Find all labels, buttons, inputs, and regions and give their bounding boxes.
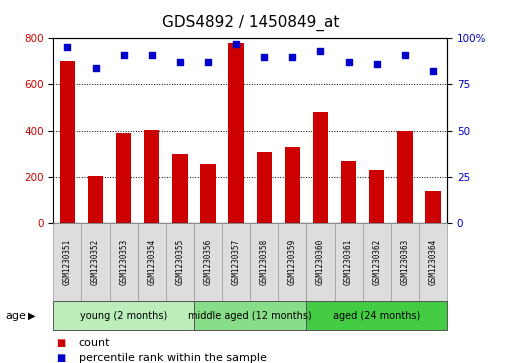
Point xyxy=(119,52,128,58)
Text: middle aged (12 months): middle aged (12 months) xyxy=(188,311,312,321)
Text: percentile rank within the sample: percentile rank within the sample xyxy=(79,352,267,363)
Text: GSM1230363: GSM1230363 xyxy=(400,239,409,285)
Bar xyxy=(222,223,250,301)
Point xyxy=(260,54,268,60)
Text: GSM1230356: GSM1230356 xyxy=(204,239,212,285)
Bar xyxy=(313,112,328,223)
Bar xyxy=(284,147,300,223)
Point xyxy=(148,52,156,58)
Bar xyxy=(341,161,356,223)
Bar xyxy=(419,223,447,301)
Bar xyxy=(53,223,81,301)
Text: young (2 months): young (2 months) xyxy=(80,311,167,321)
Bar xyxy=(229,43,244,223)
Bar xyxy=(200,164,216,223)
Text: GSM1230360: GSM1230360 xyxy=(316,239,325,285)
Text: GDS4892 / 1450849_at: GDS4892 / 1450849_at xyxy=(162,15,339,31)
Point xyxy=(64,44,72,50)
Bar xyxy=(81,223,110,301)
Text: age: age xyxy=(5,311,26,321)
Bar xyxy=(257,151,272,223)
Point xyxy=(176,59,184,65)
Bar xyxy=(138,223,166,301)
Text: ■: ■ xyxy=(56,338,66,348)
Text: GSM1230357: GSM1230357 xyxy=(232,239,241,285)
Point xyxy=(344,59,353,65)
Bar xyxy=(391,223,419,301)
Text: GSM1230361: GSM1230361 xyxy=(344,239,353,285)
Bar xyxy=(250,223,278,301)
Text: ■: ■ xyxy=(56,352,66,363)
Text: GSM1230359: GSM1230359 xyxy=(288,239,297,285)
Point xyxy=(401,52,409,58)
Bar xyxy=(144,130,160,223)
Point xyxy=(232,41,240,46)
Bar xyxy=(172,154,187,223)
Text: GSM1230362: GSM1230362 xyxy=(372,239,381,285)
Bar xyxy=(335,223,363,301)
Text: ▶: ▶ xyxy=(28,311,36,321)
Bar xyxy=(363,223,391,301)
Text: GSM1230364: GSM1230364 xyxy=(428,239,437,285)
Point xyxy=(91,65,100,71)
Bar xyxy=(306,223,335,301)
Bar xyxy=(110,223,138,301)
Bar xyxy=(53,301,194,330)
Bar xyxy=(306,301,447,330)
Text: GSM1230354: GSM1230354 xyxy=(147,239,156,285)
Point xyxy=(429,69,437,74)
Bar xyxy=(194,301,306,330)
Text: GSM1230355: GSM1230355 xyxy=(175,239,184,285)
Point xyxy=(289,54,297,60)
Bar xyxy=(116,133,132,223)
Text: GSM1230358: GSM1230358 xyxy=(260,239,269,285)
Text: GSM1230351: GSM1230351 xyxy=(63,239,72,285)
Point xyxy=(316,48,325,54)
Point xyxy=(204,59,212,65)
Text: GSM1230353: GSM1230353 xyxy=(119,239,128,285)
Bar xyxy=(88,176,103,223)
Bar xyxy=(166,223,194,301)
Bar xyxy=(278,223,306,301)
Bar xyxy=(194,223,222,301)
Point xyxy=(373,61,381,67)
Bar xyxy=(369,170,385,223)
Bar xyxy=(425,191,441,223)
Bar xyxy=(59,61,75,223)
Text: aged (24 months): aged (24 months) xyxy=(333,311,421,321)
Text: GSM1230352: GSM1230352 xyxy=(91,239,100,285)
Bar xyxy=(397,131,412,223)
Text: count: count xyxy=(79,338,110,348)
